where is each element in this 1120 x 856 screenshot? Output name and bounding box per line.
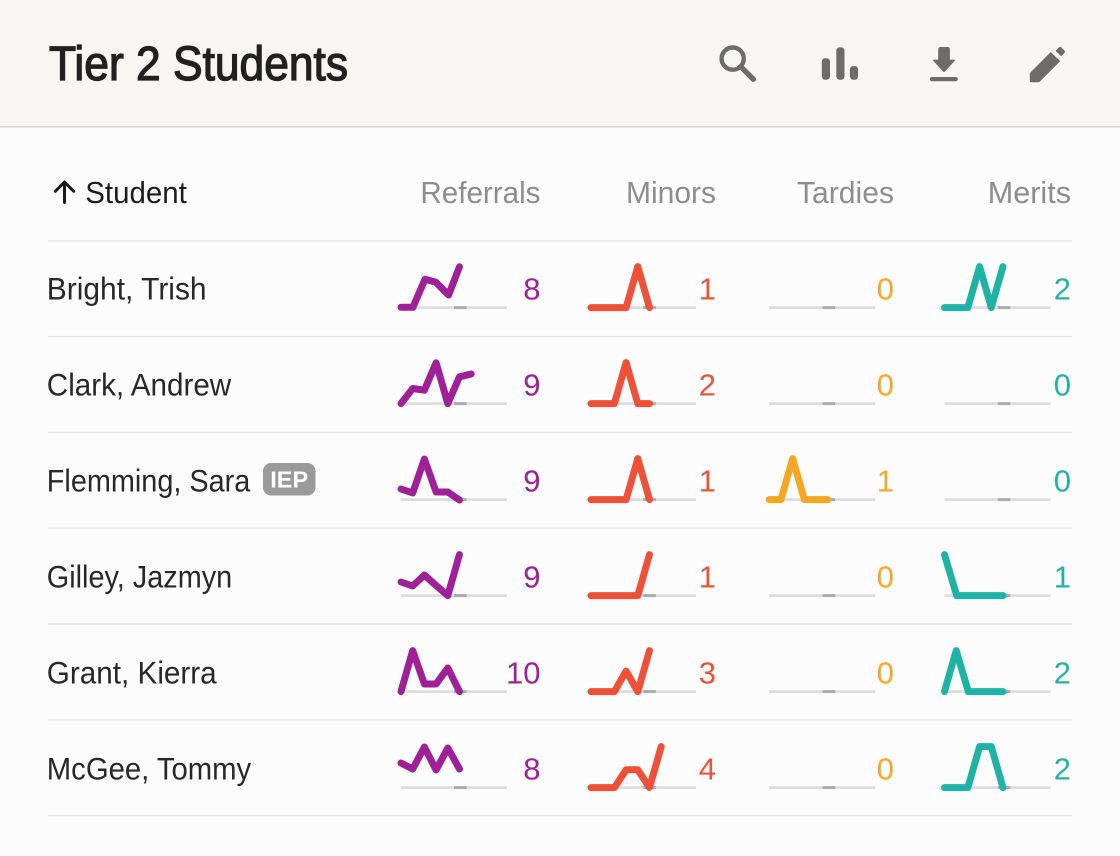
svg-text:8: 8 — [523, 752, 540, 787]
svg-text:0: 0 — [1054, 368, 1071, 403]
svg-text:Clark, Andrew: Clark, Andrew — [47, 367, 232, 403]
svg-text:2: 2 — [699, 368, 716, 403]
svg-text:Referrals: Referrals — [420, 175, 540, 210]
svg-text:Gilley, Jazmyn: Gilley, Jazmyn — [47, 559, 232, 595]
svg-text:Tier 2 Students: Tier 2 Students — [49, 38, 348, 91]
svg-text:9: 9 — [523, 560, 540, 595]
svg-text:Tardies: Tardies — [797, 175, 894, 210]
svg-text:Merits: Merits — [988, 175, 1071, 210]
svg-text:1: 1 — [699, 560, 716, 595]
svg-text:2: 2 — [1054, 656, 1071, 691]
svg-text:0: 0 — [877, 752, 894, 787]
svg-text:IEP: IEP — [270, 467, 308, 493]
svg-text:2: 2 — [1054, 272, 1071, 307]
svg-text:9: 9 — [523, 464, 540, 499]
svg-text:Minors: Minors — [626, 175, 716, 210]
svg-text:3: 3 — [699, 656, 716, 691]
svg-text:8: 8 — [523, 272, 540, 307]
svg-text:Flemming, Sara: Flemming, Sara — [47, 463, 251, 499]
svg-text:10: 10 — [506, 656, 540, 691]
svg-text:Student: Student — [85, 175, 187, 210]
svg-text:0: 0 — [877, 368, 894, 403]
svg-text:McGee, Tommy: McGee, Tommy — [47, 751, 252, 787]
svg-text:1: 1 — [1054, 560, 1071, 595]
svg-text:1: 1 — [699, 272, 716, 307]
svg-text:1: 1 — [877, 464, 894, 499]
svg-text:9: 9 — [523, 368, 540, 403]
svg-text:0: 0 — [1054, 464, 1071, 499]
svg-text:0: 0 — [877, 272, 894, 307]
svg-text:0: 0 — [877, 656, 894, 691]
svg-text:Grant, Kierra: Grant, Kierra — [47, 655, 217, 691]
svg-text:0: 0 — [877, 560, 894, 595]
svg-text:4: 4 — [699, 752, 716, 787]
svg-text:2: 2 — [1054, 752, 1071, 787]
svg-text:1: 1 — [699, 464, 716, 499]
svg-text:Bright, Trish: Bright, Trish — [47, 271, 207, 307]
